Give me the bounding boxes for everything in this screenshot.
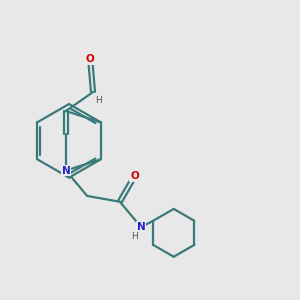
Text: N: N — [137, 222, 146, 232]
Text: H: H — [96, 96, 102, 105]
Text: O: O — [86, 54, 94, 64]
Text: H: H — [131, 232, 138, 241]
Text: O: O — [130, 171, 139, 181]
Text: N: N — [61, 166, 70, 176]
